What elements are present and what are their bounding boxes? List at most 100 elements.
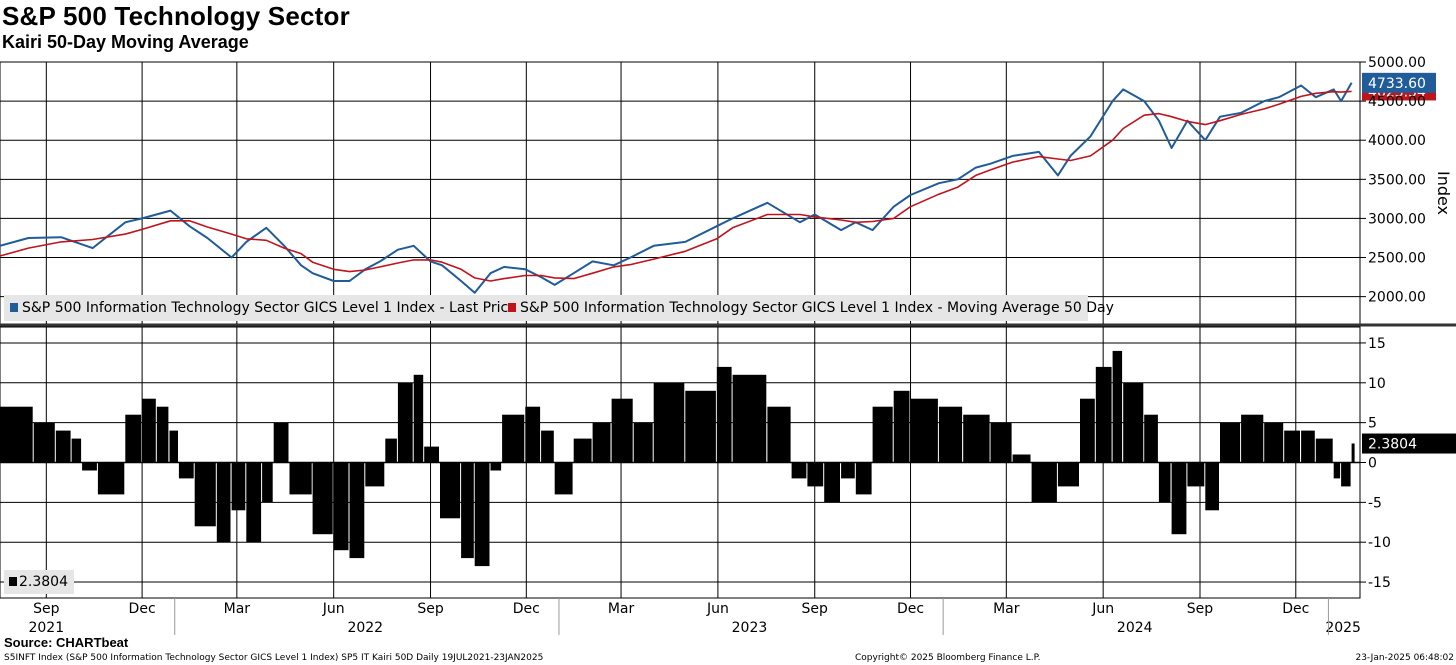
price-line — [0, 82, 1353, 294]
x-month-label: Sep — [1187, 601, 1214, 617]
x-month-label: Dec — [129, 601, 156, 617]
kairi-bar — [490, 462, 502, 471]
price-last-value: 4733.60 — [1368, 76, 1426, 92]
kairi-last-value: 2.3804 — [1368, 437, 1417, 453]
kairi-bar — [349, 462, 365, 559]
moving-average-line — [0, 90, 1352, 282]
kairi-bar — [97, 462, 125, 495]
kairi-bar — [841, 462, 855, 479]
kairi-bar — [1284, 430, 1300, 463]
kairi-bar — [333, 462, 349, 551]
kairi-bar — [1144, 414, 1158, 463]
kairi-last-tag — [1362, 433, 1456, 454]
kairi-bar — [273, 422, 289, 463]
kairi-bar — [397, 382, 413, 463]
kairi-bar — [990, 422, 1012, 463]
kairi-bar — [525, 406, 541, 463]
x-month-label: Dec — [897, 601, 924, 617]
x-month-label: Mar — [993, 601, 1020, 617]
kairi-bar — [178, 462, 194, 479]
footer-description: S5INFT Index (S&P 500 Information Techno… — [4, 653, 544, 663]
kairi-ytick-label: 5 — [1368, 416, 1377, 432]
kairi-bar — [71, 438, 82, 463]
kairi-ytick-label: 0 — [1368, 456, 1377, 472]
x-month-label: Jun — [1091, 601, 1114, 617]
x-year-label: 2025 — [1325, 620, 1361, 636]
x-month-label: Mar — [224, 601, 251, 617]
kairi-bar — [573, 438, 592, 463]
footer-copyright: Copyright© 2025 Bloomberg Finance L.P. — [855, 653, 1041, 663]
kairi-bar — [142, 398, 156, 463]
kairi-ytick-label: -15 — [1368, 575, 1391, 591]
kairi-bar — [611, 398, 633, 463]
x-month-label: Sep — [33, 601, 60, 617]
kairi-bar — [413, 374, 424, 463]
kairi-bar — [125, 414, 142, 463]
kairi-bar — [231, 462, 246, 511]
kairi-bar — [910, 398, 938, 463]
kairi-bar — [82, 462, 97, 471]
kairi-bar — [767, 406, 791, 463]
source-note: Source: CHARTbeat — [4, 635, 129, 650]
x-month-label: Dec — [1282, 601, 1309, 617]
kairi-panel: 2.3804 — [0, 350, 1456, 567]
price-panel: 4623.544733.60 — [0, 72, 1436, 294]
kairi-bar — [824, 462, 840, 503]
legend-swatch-ma — [508, 303, 516, 312]
kairi-ytick-label: -5 — [1368, 495, 1382, 511]
price-ytick-label: 2000.00 — [1368, 290, 1426, 306]
kairi-bar — [1057, 462, 1079, 487]
legend-box — [4, 295, 1088, 321]
kairi-bar — [440, 462, 461, 519]
legend-layer: S&P 500 Information Technology Sector GI… — [4, 295, 1114, 594]
kairi-bar — [1123, 382, 1144, 463]
x-month-label: Mar — [608, 601, 635, 617]
footer-timestamp: 23-Jan-2025 06:48:02 — [1355, 653, 1454, 663]
kairi-bar — [685, 390, 716, 463]
kairi-bar — [289, 462, 312, 495]
kairi-bar — [1031, 462, 1057, 503]
kairi-bar — [1171, 462, 1187, 535]
kairi-bar — [1012, 454, 1031, 463]
x-month-label: Sep — [417, 601, 444, 617]
x-year-label: 2023 — [732, 620, 768, 636]
kairi-bar — [0, 406, 33, 463]
kairi-bar — [502, 414, 525, 463]
kairi-bar — [194, 462, 216, 527]
kairi-bar — [1220, 422, 1241, 463]
x-year-label: 2022 — [347, 620, 383, 636]
kairi-bar — [246, 462, 262, 543]
price-ytick-label: 2500.00 — [1368, 251, 1426, 267]
kairi-bar — [554, 462, 573, 495]
kairi-bar — [1095, 366, 1112, 463]
kairi-bar — [1158, 462, 1171, 503]
legend-label-ma: S&P 500 Information Technology Sector GI… — [520, 300, 1114, 316]
kairi-bar — [653, 382, 685, 463]
x-year-label: 2024 — [1117, 620, 1153, 636]
kairi-bar — [791, 462, 807, 479]
kairi-bar — [262, 462, 273, 503]
kairi-ytick-label: 15 — [1368, 336, 1386, 352]
chart-title: S&P 500 Technology Sector — [2, 1, 350, 31]
legend-label-price: S&P 500 Information Technology Sector GI… — [22, 300, 517, 316]
kairi-bar — [216, 462, 231, 543]
axis-layer: 5000.00 4500.00 4000.00 3500.00 3000.00 2500.… — [28, 55, 1453, 636]
kairi-bar — [365, 462, 385, 487]
price-ylabel: Index — [1434, 171, 1453, 215]
kairi-bar — [33, 422, 55, 463]
x-month-label: Jun — [706, 601, 729, 617]
kairi-bar — [938, 406, 963, 463]
x-year-label: 2021 — [28, 620, 64, 636]
kairi-bar — [169, 430, 178, 463]
kairi-bar — [474, 462, 490, 567]
price-last-tag — [1362, 72, 1436, 93]
kairi-bar — [855, 462, 872, 495]
legend-swatch-price — [10, 303, 18, 312]
kairi-bar — [872, 406, 893, 463]
kairi-bar — [732, 374, 767, 463]
price-ytick-label: 3000.00 — [1368, 211, 1426, 227]
kairi-bar — [424, 446, 439, 463]
price-ytick-label: 5000.00 — [1368, 55, 1426, 71]
kairi-bar — [807, 462, 824, 487]
